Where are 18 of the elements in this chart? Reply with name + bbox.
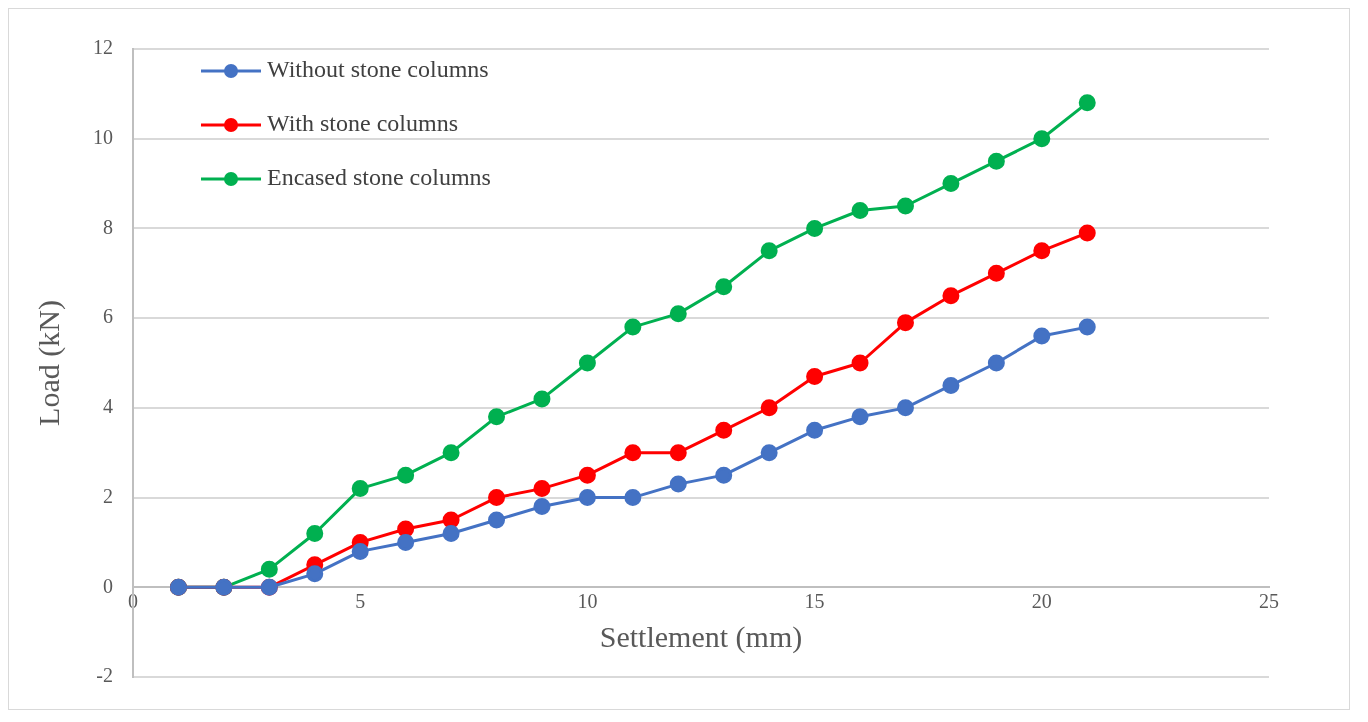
y-tick-label: 4: [103, 395, 113, 418]
y-tick-label: 10: [93, 125, 113, 148]
legend-label: Without stone columns: [267, 56, 489, 83]
x-tick-label: 15: [804, 589, 825, 612]
y-tick-label: 12: [93, 36, 113, 59]
y-tick-label: 2: [103, 484, 113, 507]
x-tick-label: 20: [1031, 589, 1052, 612]
y-axis-title: Load (kN): [31, 300, 66, 426]
y-tick-label: 0: [103, 574, 113, 597]
legend-label: With stone columns: [267, 110, 459, 137]
x-axis-title: Settlement (mm): [599, 620, 803, 655]
legend-label: Encased stone columns: [267, 164, 491, 191]
x-tick-label: 25: [1259, 589, 1279, 612]
y-tick-label: 8: [103, 215, 113, 238]
y-tick-label: 6: [103, 305, 113, 328]
x-tick-label: 5: [355, 589, 366, 612]
x-tick-label: 10: [577, 589, 598, 612]
y-tick-label: -2: [96, 664, 113, 687]
